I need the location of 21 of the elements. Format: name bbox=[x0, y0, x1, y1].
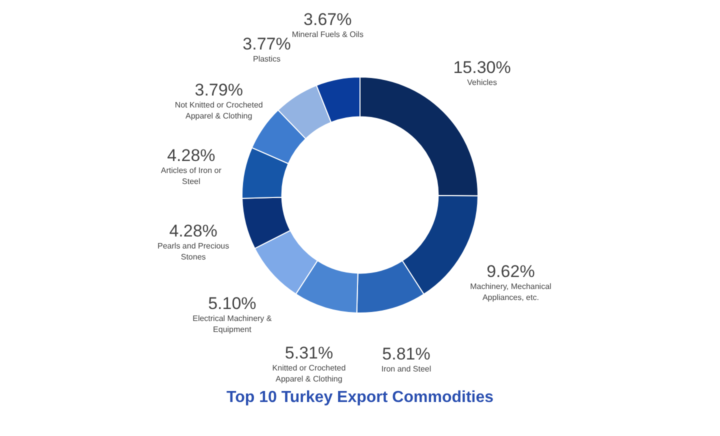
data-label: 4.28% bbox=[167, 146, 216, 166]
data-label: 5.10% bbox=[208, 294, 256, 314]
slice-label: Mineral Fuels & Oils bbox=[292, 30, 364, 40]
slice-label: Electrical Machinery & Equipment bbox=[192, 314, 272, 334]
slice-label: Articles of Iron or Steel bbox=[160, 166, 222, 186]
slice-label: Vehicles bbox=[467, 78, 497, 87]
data-label: 9.62% bbox=[486, 262, 535, 281]
data-label: 3.77% bbox=[242, 34, 291, 54]
data-label: 3.67% bbox=[304, 10, 352, 30]
data-label: 15.30% bbox=[453, 58, 511, 77]
slice-label: Iron and Steel bbox=[381, 364, 432, 374]
slice-label: Pearls and Precious Stones bbox=[158, 241, 230, 262]
slice-label: Plastics bbox=[252, 54, 281, 64]
data-label: 5.81% bbox=[382, 344, 430, 364]
slice-label: Not Knitted or Crocheted Apparel & Clothing bbox=[174, 100, 263, 121]
slice-label: Knitted or Crocheted Apparel & Clothing bbox=[272, 363, 346, 384]
text: Top 10 Turkey Export Commodities bbox=[226, 389, 494, 406]
data-label: 4.28% bbox=[169, 221, 218, 240]
data-label: 5.31% bbox=[284, 343, 334, 362]
slice-label: Machinery, Mechanical Appliances, etc. bbox=[470, 282, 552, 302]
data-label: 3.79% bbox=[194, 80, 243, 100]
